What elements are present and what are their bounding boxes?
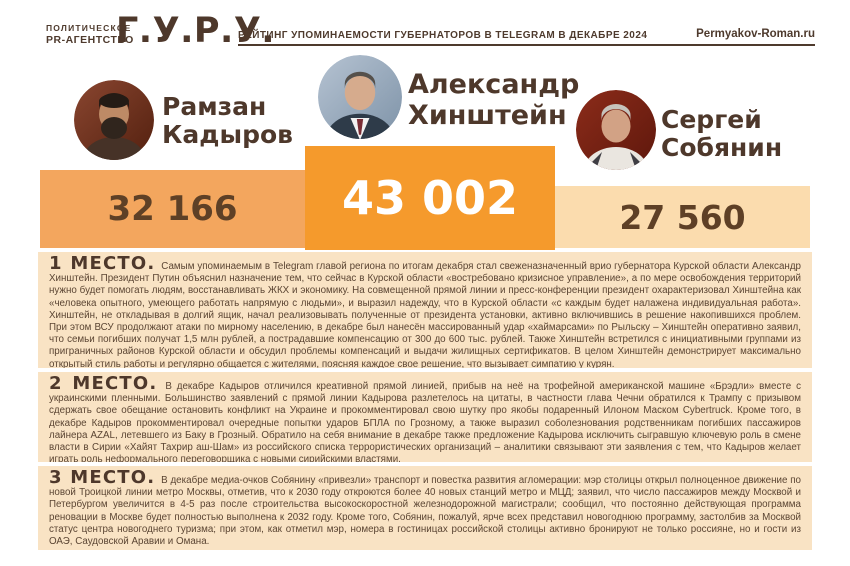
- person-last-name: Собянин: [661, 133, 783, 163]
- avatar-kadyrov-icon: [74, 80, 154, 160]
- header-divider: [238, 44, 815, 46]
- rank-label: 2 МЕСТО.: [49, 373, 158, 394]
- person-name-kadyrov: Рамзан Кадыров: [162, 92, 293, 150]
- mentions-bar-khinshtein: 43 002: [305, 146, 555, 250]
- mentions-bar-sobyanin: 27 560: [555, 186, 810, 248]
- agency-line1: ПОЛИТИЧЕСКОЕ: [46, 23, 132, 33]
- rank-label: 1 МЕСТО.: [49, 253, 156, 274]
- mentions-bar-kadyrov: 32 166: [40, 170, 305, 248]
- rank-label: 3 МЕСТО.: [49, 467, 156, 488]
- person-name-khinshtein: Александр Хинштейн: [408, 69, 580, 131]
- mentions-value: 32 166: [107, 189, 238, 229]
- section-first-place: 1 МЕСТО. Самым упоминаемым в Telegram гл…: [38, 252, 812, 368]
- section-body: В декабре Кадыров отличился креативной п…: [49, 381, 801, 462]
- section-paragraph: 3 МЕСТО. В декабре медиа-очков Собянину …: [49, 469, 801, 548]
- person-last-name: Кадыров: [162, 120, 293, 150]
- avatar-khinshtein-photo: [318, 55, 402, 139]
- section-third-place: 3 МЕСТО. В декабре медиа-очков Собянину …: [38, 466, 812, 550]
- avatar-sobyanin-icon: [576, 90, 656, 170]
- agency-logo-text: ПОЛИТИЧЕСКОЕ PR-АГЕНТСТВО: [46, 23, 134, 46]
- person-first-name: Александр: [408, 69, 580, 100]
- mentions-value: 43 002: [341, 171, 519, 225]
- avatar-sobyanin-photo: [576, 90, 656, 170]
- person-name-sobyanin: Сергей Собянин: [661, 105, 783, 163]
- section-second-place: 2 МЕСТО. В декабре Кадыров отличился кре…: [38, 372, 812, 462]
- person-last-name: Хинштейн: [408, 99, 567, 131]
- mentions-value: 27 560: [619, 197, 746, 237]
- avatar-kadyrov-photo: [74, 80, 154, 160]
- agency-line2: PR-АГЕНТСТВО: [46, 33, 134, 46]
- section-paragraph: 2 МЕСТО. В декабре Кадыров отличился кре…: [49, 375, 801, 463]
- section-paragraph: 1 МЕСТО. Самым упоминаемым в Telegram гл…: [49, 255, 801, 369]
- avatar-khinshtein-icon: [318, 55, 402, 139]
- section-body: В декабре медиа-очков Собянину «привезли…: [49, 475, 801, 548]
- section-body: Самым упоминаемым в Telegram главой реги…: [49, 261, 801, 368]
- report-subtitle: РЕЙТИНГ УПОМИНАЕМОСТИ ГУБЕРНАТОРОВ В TEL…: [238, 30, 648, 41]
- person-first-name: Сергей: [661, 105, 762, 134]
- person-first-name: Рамзан: [162, 92, 267, 121]
- site-link[interactable]: Permyakov-Roman.ru: [696, 28, 815, 40]
